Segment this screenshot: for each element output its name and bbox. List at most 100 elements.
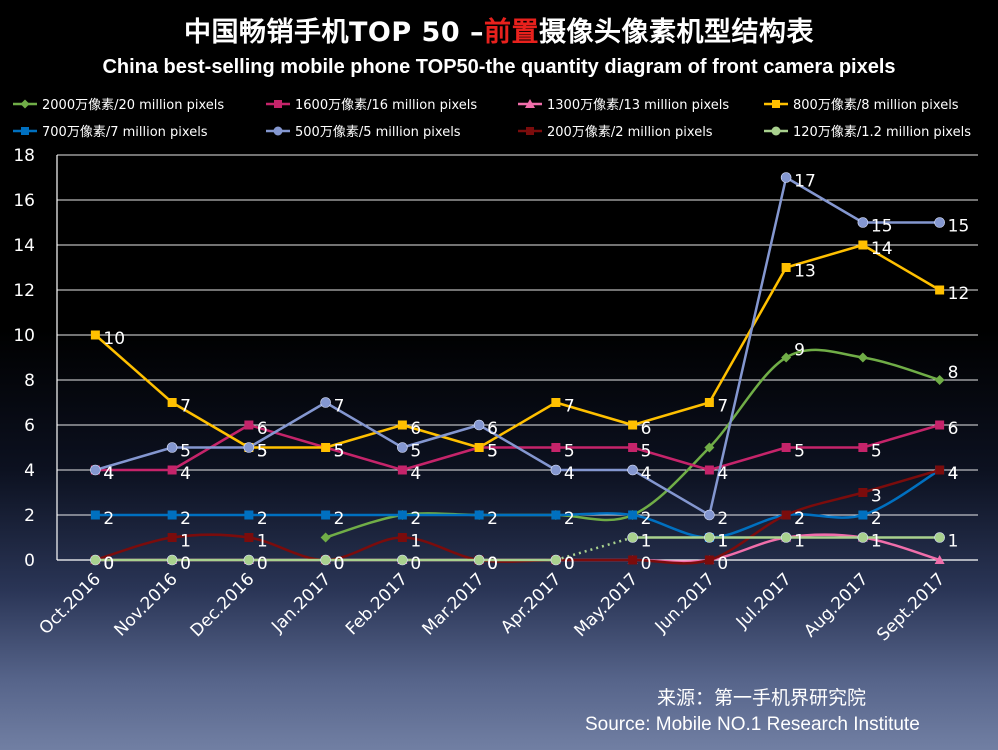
data-point: [243, 554, 255, 566]
legend-item: 1600万像素/16 million pixels: [266, 98, 477, 113]
data-label: 2: [487, 509, 498, 529]
legend-label: 700万像素/7 million pixels: [42, 125, 208, 140]
series-line: [95, 468, 940, 565]
data-point: [167, 465, 177, 475]
title-part: 中国畅销手机TOP 50 –: [183, 17, 485, 48]
data-point: [166, 554, 178, 566]
data-label: 0: [641, 554, 652, 574]
x-tick-label: Nov.2016: [111, 569, 182, 640]
data-label: 0: [180, 554, 191, 574]
data-label: 7: [564, 397, 575, 417]
data-label: 4: [717, 464, 728, 484]
data-point: [857, 217, 869, 228]
y-tick-label: 10: [13, 326, 35, 346]
data-point: [473, 554, 485, 566]
legend-label: 800万像素/8 million pixels: [793, 98, 959, 113]
data-label: 12: [948, 284, 970, 304]
data-label: 7: [334, 397, 345, 417]
data-point: [704, 509, 715, 521]
data-point: [628, 420, 638, 430]
legend-label: 200万像素/2 million pixels: [547, 125, 713, 140]
legend-label: 1300万像素/13 million pixels: [547, 98, 729, 113]
data-label: 5: [334, 442, 345, 462]
data-point: [244, 533, 254, 542]
data-point: [397, 465, 407, 475]
data-label: 7: [717, 397, 728, 417]
legend-item: 120万像素/1.2 million pixels: [764, 125, 971, 140]
data-point: [858, 240, 868, 250]
data-label: 6: [257, 419, 268, 439]
x-tick-label: Jun.2017: [651, 569, 719, 637]
source-cn: 来源：第一手机界研究院: [657, 688, 867, 709]
data-point: [858, 488, 868, 497]
data-point: [397, 510, 407, 520]
data-point: [704, 398, 714, 407]
legend-label: 120万像素/1.2 million pixels: [793, 125, 971, 140]
data-label: 4: [103, 464, 114, 484]
legend-label: 2000万像素/20 million pixels: [42, 98, 224, 113]
data-point: [857, 532, 869, 543]
data-point: [90, 554, 101, 566]
data-point: [628, 555, 638, 565]
data-point: [320, 532, 331, 543]
data-point: [551, 398, 561, 407]
data-label: 5: [180, 442, 191, 462]
data-label: 2: [717, 509, 728, 529]
data-label: 4: [410, 464, 421, 484]
series-line: [94, 243, 941, 449]
data-point: [321, 510, 331, 520]
y-tick-label: 0: [24, 551, 35, 571]
data-label: 13: [794, 262, 816, 282]
x-tick-label: Jan.2017: [267, 569, 335, 637]
legend-marker: [20, 99, 30, 109]
data-point: [90, 330, 100, 340]
data-label: 4: [180, 464, 191, 484]
data-label: 0: [257, 554, 268, 574]
data-point: [934, 555, 945, 564]
data-label: 0: [103, 554, 114, 574]
x-tick-label: Jul.2017: [732, 569, 796, 633]
data-point: [397, 420, 407, 430]
y-tick-label: 18: [13, 146, 35, 166]
series-line: [325, 348, 940, 539]
data-point: [935, 420, 945, 430]
data-point: [244, 510, 254, 520]
data-label: 2: [564, 509, 575, 529]
data-label: 14: [871, 239, 893, 259]
source-note: 来源：第一手机界研究院 Source: Mobile NO.1 Research…: [585, 683, 965, 736]
data-point: [473, 419, 485, 431]
data-point: [858, 510, 868, 520]
legend-item: 800万像素/8 million pixels: [764, 98, 959, 113]
title-part: 摄像头像素机型结构表: [539, 17, 815, 48]
legend-item: 700万像素/7 million pixels: [13, 125, 208, 140]
data-point: [167, 533, 177, 542]
data-label: 6: [641, 419, 652, 439]
data-point: [90, 510, 100, 520]
data-label: 1: [180, 532, 191, 552]
data-label: 0: [487, 554, 498, 574]
x-tick-label: Aug.2017: [800, 569, 872, 641]
data-label: 8: [948, 363, 959, 383]
data-point: [397, 442, 408, 453]
source-en: Source: Mobile NO.1 Research Institute: [585, 714, 920, 735]
data-label: 1: [871, 532, 882, 552]
data-point: [397, 554, 408, 566]
y-tick-label: 12: [13, 281, 35, 301]
x-tick-label: Mar.2017: [419, 569, 489, 639]
data-label: 0: [564, 554, 575, 574]
data-point: [628, 510, 638, 520]
data-point: [627, 532, 638, 543]
data-label: 2: [794, 509, 805, 529]
data-label: 7: [180, 397, 191, 417]
data-point: [397, 533, 407, 542]
legend-marker: [772, 100, 780, 108]
data-label: 6: [487, 419, 498, 439]
data-label: 15: [948, 217, 970, 237]
data-label: 2: [334, 509, 345, 529]
data-point: [704, 532, 715, 543]
data-label: 2: [410, 509, 421, 529]
data-label: 5: [871, 442, 882, 462]
data-label: 6: [410, 419, 421, 439]
data-label: 0: [334, 554, 345, 574]
data-label: 2: [641, 509, 652, 529]
